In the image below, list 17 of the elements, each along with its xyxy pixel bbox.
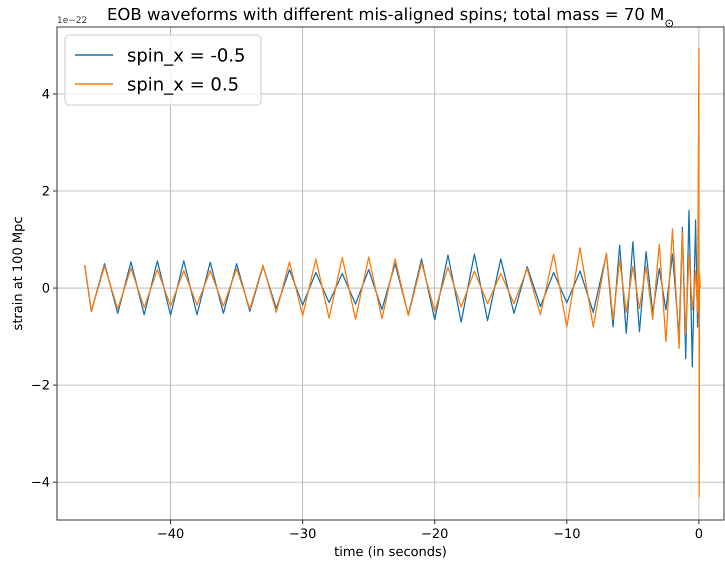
y-tick-label: −4 <box>30 476 50 491</box>
x-tick-label: −30 <box>288 527 316 542</box>
x-tick-label: 0 <box>694 527 704 542</box>
text: 1e−22 <box>57 16 88 26</box>
x-tick-label: −20 <box>421 527 448 542</box>
chart-title: EOB waveforms with different mis-aligned spins; total mass = 70 M$_{⊙}$ <box>106 5 674 30</box>
y-tick-label: 4 <box>42 88 50 103</box>
x-tick-label: −10 <box>553 527 581 542</box>
y-tick-label: 0 <box>42 282 50 297</box>
legend-label: spin_x = 0.5 <box>127 74 240 96</box>
y-tick-label: 2 <box>42 184 50 200</box>
y-tick-label: −2 <box>30 378 50 394</box>
x-tick-label: −40 <box>156 527 184 542</box>
legend-label: spin_x = -0.5 <box>127 45 246 66</box>
y-axis-title: strain at 100 Mpc <box>11 216 26 330</box>
x-axis-title: time (in seconds) <box>334 545 447 560</box>
line-series <box>84 48 701 498</box>
